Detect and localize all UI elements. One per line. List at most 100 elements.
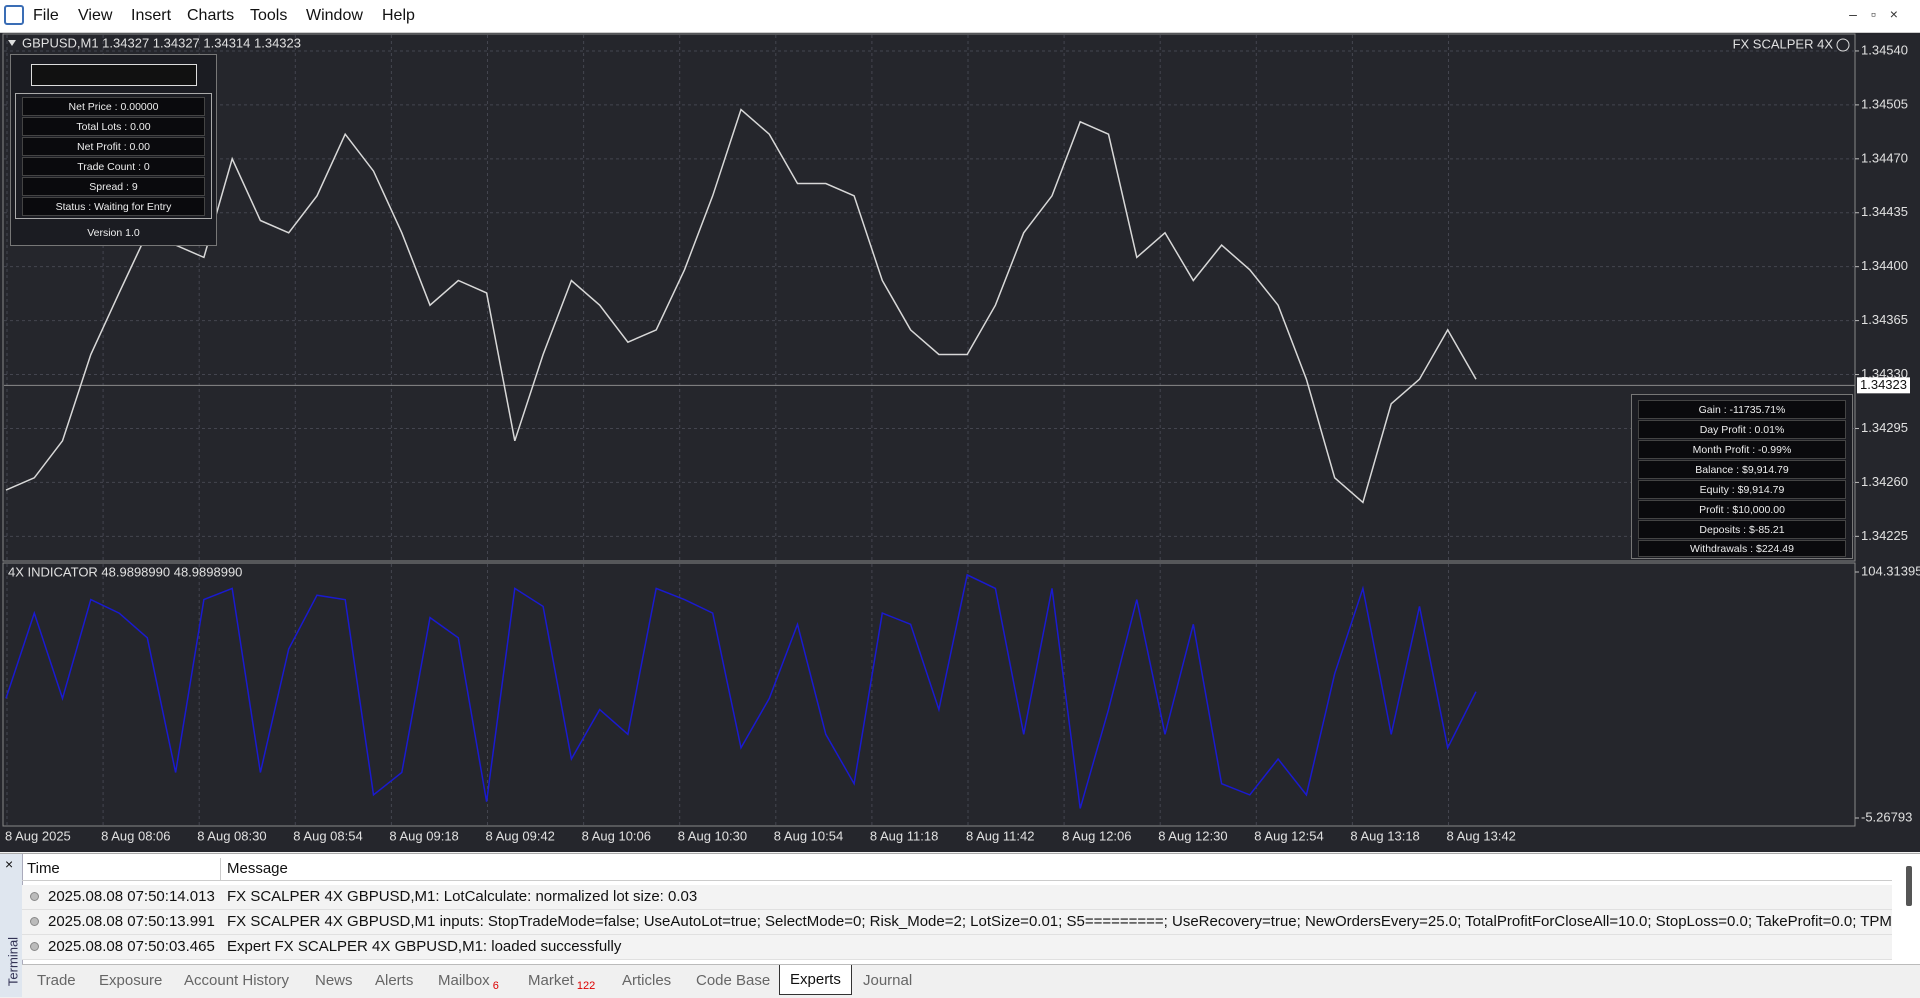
y-tick-label: 1.34295	[1861, 420, 1908, 435]
ea-smiley	[1836, 38, 1850, 52]
tab-label: Account History	[184, 972, 290, 989]
tab[interactable]: Alerts	[375, 972, 413, 989]
tab[interactable]: Account History	[184, 972, 289, 989]
tab-label: Alerts	[375, 972, 414, 989]
log-row: 2025.08.08 07:50:14.013 FX SCALPER 4X GBP…	[22, 885, 1892, 910]
y-tick-label: 1.34225	[1861, 528, 1908, 543]
menu-item[interactable]: Tools	[250, 7, 288, 24]
app-icon	[4, 5, 24, 25]
x-tick-label: 8 Aug 13:42	[1447, 828, 1516, 843]
log-time: 2025.08.08 07:50:14.013	[48, 888, 215, 905]
y-tick-label: 1.34505	[1861, 96, 1908, 111]
tab[interactable]: Code Base	[696, 972, 770, 989]
log-message: FX SCALPER 4X GBPUSD,M1: LotCalculate: n…	[227, 888, 698, 905]
tab[interactable]: Trade	[37, 972, 76, 989]
tab[interactable]: Mailbox 6	[438, 972, 499, 992]
x-tick-label: 8 Aug 09:18	[389, 828, 458, 843]
y-tick-label: 1.34260	[1861, 474, 1908, 489]
log-message: Expert FX SCALPER 4X GBPUSD,M1: loaded s…	[227, 938, 622, 955]
x-tick-label: 8 Aug 12:30	[1158, 828, 1227, 843]
tab-label: Mailbox	[438, 972, 490, 989]
x-tick-label: 8 Aug 10:54	[774, 828, 843, 843]
info-row: Status : Waiting for Entry	[22, 197, 205, 216]
tab[interactable]: Experts	[779, 965, 852, 995]
stats-row: Profit : $10,000.00	[1638, 500, 1846, 519]
stats-panel: Gain : -11735.71% Day Profit : 0.01% Mon…	[1631, 394, 1853, 559]
stats-row: Balance : $9,914.79	[1638, 460, 1846, 479]
menu-item[interactable]: View	[78, 7, 113, 24]
price-line	[5, 108, 1477, 504]
main-frame	[2, 33, 1856, 562]
indicator-frame	[2, 562, 1856, 827]
chart-header: GBPUSD,M1 1.34327 1.34327 1.34314 1.3432…	[22, 35, 301, 50]
tab[interactable]: News	[315, 972, 353, 989]
stats-row: Deposits : $-85.21	[1638, 520, 1846, 539]
menu-item[interactable]: File	[33, 7, 59, 24]
terminal: × Terminal Time Message 2025.08.08 07:50…	[0, 853, 1920, 998]
y-tick-label: 1.34400	[1861, 258, 1908, 273]
y-tick-label: -5.26793	[1861, 809, 1912, 824]
current-price-label: 1.34323	[1860, 377, 1907, 392]
tab-badge: 6	[492, 980, 499, 992]
x-tick-label: 8 Aug 09:42	[486, 828, 555, 843]
tab-label: Journal	[863, 972, 913, 989]
y-tick-label: 1.34435	[1861, 204, 1908, 219]
y-tick-label: 1.34470	[1861, 150, 1908, 165]
menu-item[interactable]: Charts	[187, 7, 235, 24]
y-tick-label: 104.31395	[1861, 563, 1920, 578]
x-tick-label: 8 Aug 11:18	[870, 828, 938, 843]
column-header[interactable]: Message	[227, 860, 288, 877]
x-tick-label: 8 Aug 08:06	[101, 828, 170, 843]
close-button[interactable]: ×	[5, 856, 14, 872]
menu-item[interactable]: Insert	[131, 7, 172, 24]
menu-bar: File View Insert Charts Tools Window Hel…	[0, 0, 1920, 33]
input-box[interactable]	[31, 64, 197, 86]
tab-label: Market	[528, 972, 574, 989]
tab-bar: Trade Exposure Account History News Alerts Ma…	[22, 964, 1920, 998]
tab[interactable]: Journal	[863, 972, 912, 989]
x-tick-label: 8 Aug 2025	[5, 828, 71, 843]
stats-row: Equity : $9,914.79	[1638, 480, 1846, 499]
tab-label: Exposure	[99, 972, 163, 989]
terminal-label: Terminal	[5, 936, 21, 987]
collapse-arrow[interactable]	[8, 40, 16, 46]
x-tick-label: 8 Aug 10:30	[678, 828, 747, 843]
log-row: 2025.08.08 07:50:13.991 FX SCALPER 4X GBP…	[22, 910, 1892, 935]
ea-name: FX SCALPER 4X	[1733, 36, 1834, 51]
terminal-sidebar: × Terminal	[0, 854, 23, 997]
tab[interactable]: Market 122	[528, 972, 596, 992]
x-tick-label: 8 Aug 12:06	[1062, 828, 1131, 843]
window-controls[interactable]: –▫×	[1849, 6, 1912, 22]
indicator-header: 4X INDICATOR 48.9898990 48.9898990	[8, 564, 242, 579]
y-tick-label: 1.34330	[1861, 366, 1908, 381]
tab[interactable]: Exposure	[99, 972, 162, 989]
info-row: Net Profit : 0.00	[22, 137, 205, 156]
stats-row: Day Profit : 0.01%	[1638, 420, 1846, 439]
info-row: Net Price : 0.00000	[22, 97, 205, 116]
info-box: Net Price : 0.00000 Total Lots : 0.00 Ne…	[15, 93, 212, 219]
current-price-box	[1857, 377, 1910, 394]
tab-label: Articles	[622, 972, 672, 989]
column-divider	[220, 858, 221, 880]
scrollbar[interactable]	[1906, 866, 1912, 906]
x-tick-label: 8 Aug 13:18	[1350, 828, 1419, 843]
chart-background	[0, 33, 1920, 852]
tab-label: Code Base	[696, 972, 771, 989]
indicator-line	[5, 573, 1477, 809]
menu-item[interactable]: Help	[382, 7, 415, 24]
log-time: 2025.08.08 07:50:03.465	[48, 938, 215, 955]
tab[interactable]: Articles	[622, 972, 671, 989]
tab-label: Experts	[790, 971, 841, 988]
stats-row: Withdrawals : $224.49	[1638, 540, 1846, 557]
column-header[interactable]: Time	[27, 860, 60, 877]
info-row: Spread : 9	[22, 177, 205, 196]
stats-row: Month Profit : -0.99%	[1638, 440, 1846, 459]
log-row: 2025.08.08 07:50:03.465 Expert FX SCALPER…	[22, 935, 1892, 960]
x-tick-label: 8 Aug 08:30	[197, 828, 266, 843]
tab-badge: 122	[576, 980, 596, 992]
log-icon	[30, 942, 39, 951]
version: Version 1.0	[87, 227, 140, 239]
x-tick-label: 8 Aug 10:06	[582, 828, 651, 843]
menu-item[interactable]: Window	[306, 7, 363, 24]
